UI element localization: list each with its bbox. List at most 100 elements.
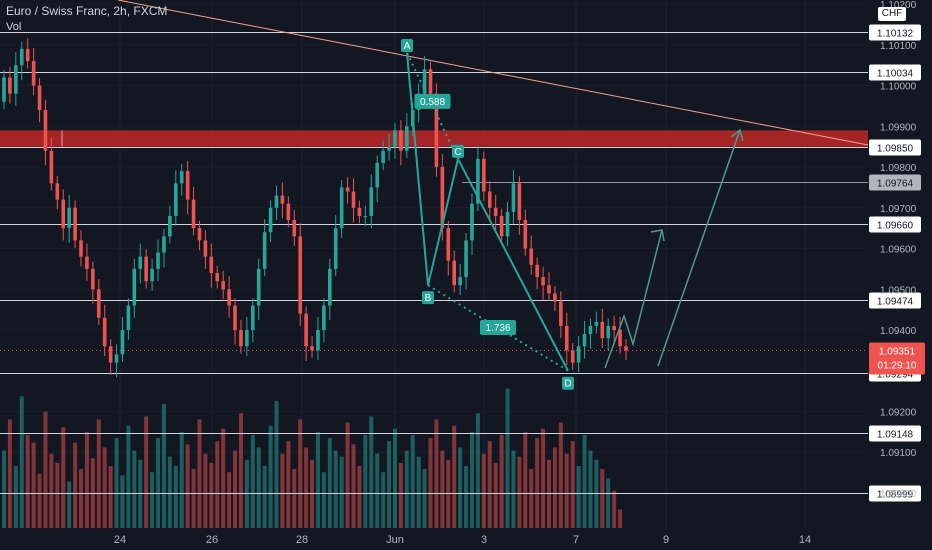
candle-body-96 [570, 350, 575, 363]
candle-body-53 [316, 330, 320, 351]
volume-bar-77 [458, 447, 463, 528]
level-label-1: 1.10034 [877, 69, 914, 80]
candle-body-104 [618, 330, 622, 347]
projection-arrows[interactable] [604, 128, 744, 369]
volume-bar-40 [238, 413, 243, 528]
last-price-tag [869, 342, 925, 375]
candle-body-76 [452, 260, 457, 286]
candle-body-79 [470, 203, 474, 241]
price-tick-12: 1.09000 [880, 489, 917, 500]
price-tick-10: 1.09200 [880, 407, 917, 418]
candle-body-22 [132, 268, 137, 306]
candle-body-8 [49, 150, 54, 184]
time-tick-7: 14 [799, 534, 811, 546]
price-tick-7: 1.09500 [880, 285, 917, 296]
pattern-ratio-tag-1 [480, 319, 516, 335]
level-label-2: 1.09850 [877, 144, 914, 155]
time-tick-0: 24 [114, 534, 126, 546]
volume-bar-43 [256, 447, 261, 528]
volume-bar-13 [79, 469, 84, 528]
volume-bar-47 [280, 453, 285, 528]
price-tick-8: 1.09400 [880, 326, 917, 337]
candle-body-65 [387, 146, 391, 151]
volume-bar-67 [398, 462, 403, 528]
candle-body-72 [428, 69, 433, 94]
volume-bar-73 [434, 419, 439, 528]
volume-bar-19 [114, 438, 119, 528]
candle-body-101 [600, 321, 605, 339]
trendline-line [117, 0, 869, 146]
volume-bar-6 [37, 473, 42, 528]
trendline[interactable] [117, 0, 869, 146]
last-price-countdown: 01:29:10 [878, 361, 917, 372]
volume-bar-68 [404, 450, 409, 528]
volume-bar-27 [161, 404, 166, 528]
volume-bar-0 [2, 450, 6, 528]
candle-body-40 [239, 330, 243, 347]
time-tick-4: 3 [481, 534, 487, 546]
candle-body-50 [298, 236, 302, 314]
candle-body-9 [55, 183, 60, 200]
volume-bar-17 [102, 447, 107, 528]
candle-body-14 [85, 256, 89, 269]
volume-bar-5 [31, 442, 36, 528]
candle-body-30 [179, 171, 184, 184]
volume-bar-79 [469, 431, 474, 528]
candle-body-67 [399, 130, 403, 151]
volume-bar-30 [179, 431, 184, 528]
pattern-point-tag-2 [452, 144, 464, 158]
candle-body-44 [262, 232, 267, 269]
candle-body-100 [594, 321, 599, 326]
candle-body-60 [357, 207, 362, 216]
candle-body-94 [559, 301, 563, 326]
volume-bar-56 [333, 450, 338, 528]
volume-bar-104 [618, 509, 623, 528]
resistance-zone [0, 130, 868, 147]
candle-body-75 [446, 228, 451, 261]
arrow-path-1 [604, 229, 663, 369]
last-price-label: 1.09351 [879, 347, 916, 358]
level-label-3: 1.09764 [877, 179, 914, 190]
volume-bar-42 [250, 435, 255, 528]
volume-bar-97 [576, 466, 581, 528]
horizontal-levels[interactable] [0, 32, 868, 494]
abcd-pattern[interactable]: A B C D 0.588 1.736 [401, 38, 574, 390]
candle-body-89 [529, 248, 534, 265]
volume-bar-20 [120, 475, 125, 528]
candle-body-80 [476, 158, 480, 204]
volume-bar-37 [221, 428, 226, 528]
level-tag-3 [869, 174, 921, 191]
volume-bar-65 [387, 441, 392, 528]
pattern-point-tag-1 [422, 291, 434, 305]
candle-body-3 [19, 48, 24, 66]
candle-body-33 [197, 228, 202, 241]
candle-body-12 [73, 207, 77, 241]
pattern-point-tag-0 [401, 38, 413, 52]
currency-button[interactable]: CHF [878, 7, 906, 21]
time-axis[interactable]: 24 26 28 Jun 3 7 9 14 [114, 534, 811, 546]
volume-bar-11 [67, 481, 72, 528]
volume-bar-96 [570, 441, 575, 528]
level-label-6: 1.09294 [877, 370, 914, 381]
price-tick-11: 1.09100 [880, 448, 917, 459]
candle-body-85 [505, 211, 510, 237]
volume-bar-74 [440, 450, 445, 528]
volume-bar-33 [197, 419, 202, 528]
volume-bar-10 [61, 427, 66, 528]
volume-bar-31 [185, 444, 190, 528]
candle-body-35 [209, 256, 214, 273]
candle-body-87 [517, 183, 522, 220]
candle-body-37 [221, 281, 225, 290]
volume-bar-26 [156, 438, 161, 528]
candles [2, 38, 628, 378]
candle-body-2 [14, 65, 18, 94]
price-axis[interactable]: 1.10132 1.10034 1.09850 1.09764 1.09660 1.094… [869, 0, 925, 502]
candle-body-49 [292, 220, 297, 237]
candle-body-23 [138, 256, 143, 269]
candle-body-45 [268, 207, 273, 233]
level-label-7: 1.09148 [877, 430, 914, 441]
candle-body-98 [582, 334, 587, 347]
zone-fill [0, 130, 868, 147]
volume-bar-102 [606, 478, 611, 528]
